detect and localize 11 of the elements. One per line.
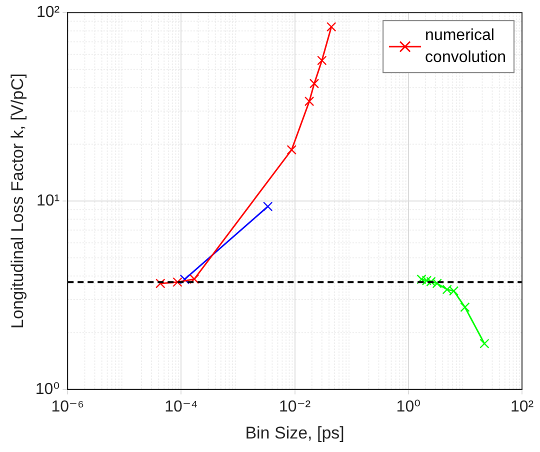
x-tick-label: 10⁻⁴: [164, 398, 198, 416]
legend-label: numerical convolution: [425, 27, 506, 66]
x-tick-label: 10⁻²: [279, 398, 312, 416]
x-tick-label: 10⁻⁶: [51, 398, 84, 416]
y-tick-label: 10¹: [36, 192, 60, 210]
x-tick-label: 10²: [510, 398, 534, 416]
y-tick-label: 10⁰: [35, 380, 60, 398]
x-tick-label: 10⁰: [396, 398, 421, 416]
x-axis-title: Bin Size, [ps]: [245, 423, 344, 442]
y-tick-label: 10²: [36, 4, 60, 22]
y-axis-title: Longitudinal Loss Factor k, [V/pC]: [8, 73, 27, 329]
